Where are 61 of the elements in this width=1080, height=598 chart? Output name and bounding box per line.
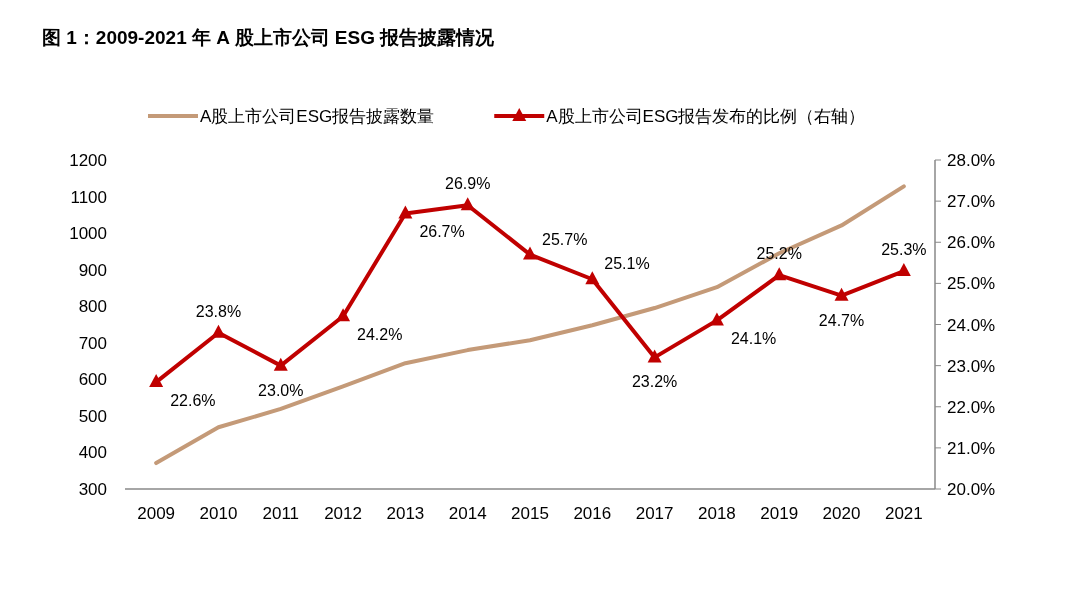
- data-label: 24.2%: [357, 326, 403, 344]
- point: [336, 308, 351, 322]
- x-tick-label: 2011: [262, 504, 300, 523]
- y2-tick-label: 21.0%: [947, 438, 996, 458]
- data-label: 26.9%: [445, 175, 491, 193]
- data-label: 23.8%: [195, 302, 242, 320]
- point: [398, 205, 413, 219]
- y-tick-label: 700: [78, 333, 107, 353]
- point: [709, 312, 724, 326]
- data-label: 24.7%: [818, 311, 865, 329]
- y2-tick-label: 26.0%: [947, 233, 996, 253]
- point: [273, 357, 288, 371]
- x-tick-label: 2021: [884, 504, 923, 523]
- y-tick-label: 400: [78, 443, 107, 463]
- data-label: 22.6%: [170, 392, 216, 410]
- data-label: 23.0%: [258, 381, 304, 399]
- point: [896, 263, 911, 277]
- x-tick-label: 2009: [137, 504, 176, 523]
- point: [772, 267, 787, 281]
- y-tick-label: 1000: [69, 224, 107, 244]
- x-tick-label: 2015: [511, 504, 549, 523]
- x-tick-label: 2018: [698, 504, 736, 523]
- point: [585, 271, 600, 285]
- x-tick-label: 2016: [573, 504, 612, 523]
- data-label: 26.7%: [419, 223, 465, 241]
- y-tick-label: 600: [78, 370, 107, 390]
- y-tick-label: 1100: [70, 187, 107, 207]
- y2-tick-label: 25.0%: [947, 274, 996, 294]
- x-tick-label: 2017: [635, 504, 674, 523]
- legend-label: A股上市公司ESG报告发布的比例（右轴）: [546, 107, 866, 126]
- y2-tick-label: 24.0%: [947, 315, 996, 335]
- point: [460, 197, 475, 211]
- y2-tick-label: 28.0%: [947, 151, 996, 170]
- data-label: 25.7%: [542, 230, 588, 248]
- y2-tick-label: 23.0%: [947, 356, 996, 376]
- point: [647, 349, 662, 363]
- chart-title: 图 1：2009-2021 年 A 股上市公司 ESG 报告披露情况: [42, 27, 496, 48]
- data-label: 25.3%: [881, 241, 927, 259]
- data-label: 23.2%: [631, 373, 678, 391]
- point: [211, 324, 226, 338]
- x-tick-label: 2019: [760, 504, 799, 523]
- x-tick-label: 2010: [199, 504, 238, 523]
- y-tick-label: 900: [78, 260, 107, 280]
- y-tick-label: 300: [78, 480, 107, 499]
- point: [834, 287, 849, 301]
- x-tick-label: 2013: [386, 504, 425, 523]
- point: [149, 374, 164, 388]
- data-label: 24.1%: [730, 330, 777, 348]
- y2-tick-label: 20.0%: [947, 480, 996, 499]
- legend-label: A股上市公司ESG报告披露数量: [200, 107, 435, 126]
- y2-tick-label: 22.0%: [947, 397, 996, 417]
- data-label: 25.1%: [604, 255, 650, 273]
- point: [523, 246, 537, 260]
- y-tick-label: 500: [78, 406, 107, 426]
- x-tick-label: 2020: [822, 504, 861, 523]
- y2-tick-label: 27.0%: [947, 192, 996, 212]
- data-label: 25.2%: [756, 245, 802, 263]
- y-tick-label: 1200: [69, 151, 107, 170]
- x-tick-label: 2012: [324, 504, 362, 523]
- x-tick-label: 2014: [448, 504, 487, 523]
- y-tick-label: 800: [78, 297, 107, 317]
